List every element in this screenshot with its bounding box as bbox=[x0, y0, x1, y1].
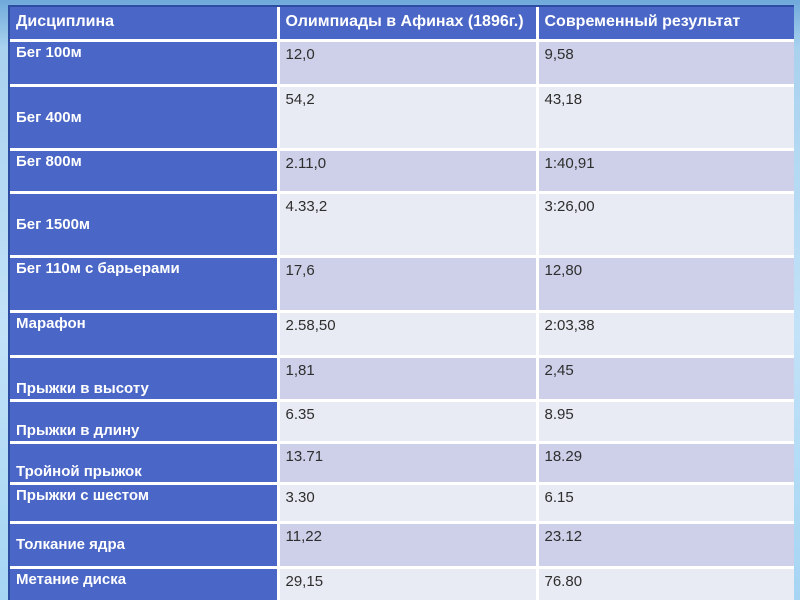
athens-result-cell: 6.35 bbox=[278, 400, 539, 444]
table-row: Бег 400м 54,2 43,18 bbox=[10, 85, 794, 151]
modern-result-cell: 1:40,91 bbox=[537, 149, 794, 194]
athens-result-cell: 17,6 bbox=[278, 256, 539, 313]
modern-result-cell: 43,18 bbox=[537, 85, 794, 151]
table-row: Тройной прыжок 13.71 18.29 bbox=[10, 442, 794, 485]
athens-result-cell: 12,0 bbox=[278, 40, 539, 87]
olympic-results-table: Дисциплина Олимпиады в Афинах (1896г.) С… bbox=[10, 7, 794, 600]
athens-result-cell: 54,2 bbox=[278, 85, 539, 151]
discipline-cell: Толкание ядра bbox=[10, 522, 280, 569]
modern-result-cell: 6.15 bbox=[537, 483, 794, 524]
athens-result-cell: 2.58,50 bbox=[278, 311, 539, 358]
discipline-cell: Бег 110м с барьерами bbox=[10, 256, 280, 313]
athens-result-cell: 1,81 bbox=[278, 356, 539, 402]
discipline-cell: Прыжки в высоту bbox=[10, 356, 280, 402]
table-row: Толкание ядра 11,22 23.12 bbox=[10, 522, 794, 569]
discipline-cell: Метание диска bbox=[10, 567, 280, 600]
column-header-discipline: Дисциплина bbox=[10, 7, 280, 42]
modern-result-cell: 12,80 bbox=[537, 256, 794, 313]
table-row: Прыжки в высоту 1,81 2,45 bbox=[10, 356, 794, 402]
table-row: Марафон 2.58,50 2:03,38 bbox=[10, 311, 794, 358]
discipline-cell: Бег 1500м bbox=[10, 192, 280, 258]
modern-result-cell: 76.80 bbox=[537, 567, 794, 600]
modern-result-cell: 23.12 bbox=[537, 522, 794, 569]
discipline-cell: Прыжки с шестом bbox=[10, 483, 280, 524]
modern-result-cell: 2:03,38 bbox=[537, 311, 794, 358]
discipline-cell: Бег 100м bbox=[10, 40, 280, 87]
table-row: Бег 1500м 4.33,2 3:26,00 bbox=[10, 192, 794, 258]
athens-result-cell: 13.71 bbox=[278, 442, 539, 485]
table-row: Бег 110м с барьерами 17,6 12,80 bbox=[10, 256, 794, 313]
column-header-modern-result: Современный результат bbox=[537, 7, 794, 42]
modern-result-cell: 9,58 bbox=[537, 40, 794, 87]
modern-result-cell: 3:26,00 bbox=[537, 192, 794, 258]
athens-result-cell: 4.33,2 bbox=[278, 192, 539, 258]
table-row: Метание диска 29,15 76.80 bbox=[10, 567, 794, 600]
header-row: Дисциплина Олимпиады в Афинах (1896г.) С… bbox=[10, 7, 794, 42]
discipline-cell: Прыжки в длину bbox=[10, 400, 280, 444]
discipline-cell: Тройной прыжок bbox=[10, 442, 280, 485]
athens-result-cell: 11,22 bbox=[278, 522, 539, 569]
results-table-frame: Дисциплина Олимпиады в Афинах (1896г.) С… bbox=[8, 5, 794, 600]
modern-result-cell: 2,45 bbox=[537, 356, 794, 402]
discipline-cell: Марафон bbox=[10, 311, 280, 358]
athens-result-cell: 29,15 bbox=[278, 567, 539, 600]
athens-result-cell: 2.11,0 bbox=[278, 149, 539, 194]
discipline-cell: Бег 800м bbox=[10, 149, 280, 194]
table-row: Прыжки в длину 6.35 8.95 bbox=[10, 400, 794, 444]
table-row: Бег 800м 2.11,0 1:40,91 bbox=[10, 149, 794, 194]
modern-result-cell: 18.29 bbox=[537, 442, 794, 485]
modern-result-cell: 8.95 bbox=[537, 400, 794, 444]
column-header-athens-1896: Олимпиады в Афинах (1896г.) bbox=[278, 7, 539, 42]
athens-result-cell: 3.30 bbox=[278, 483, 539, 524]
discipline-cell: Бег 400м bbox=[10, 85, 280, 151]
table-row: Прыжки с шестом 3.30 6.15 bbox=[10, 483, 794, 524]
table-row: Бег 100м 12,0 9,58 bbox=[10, 40, 794, 87]
